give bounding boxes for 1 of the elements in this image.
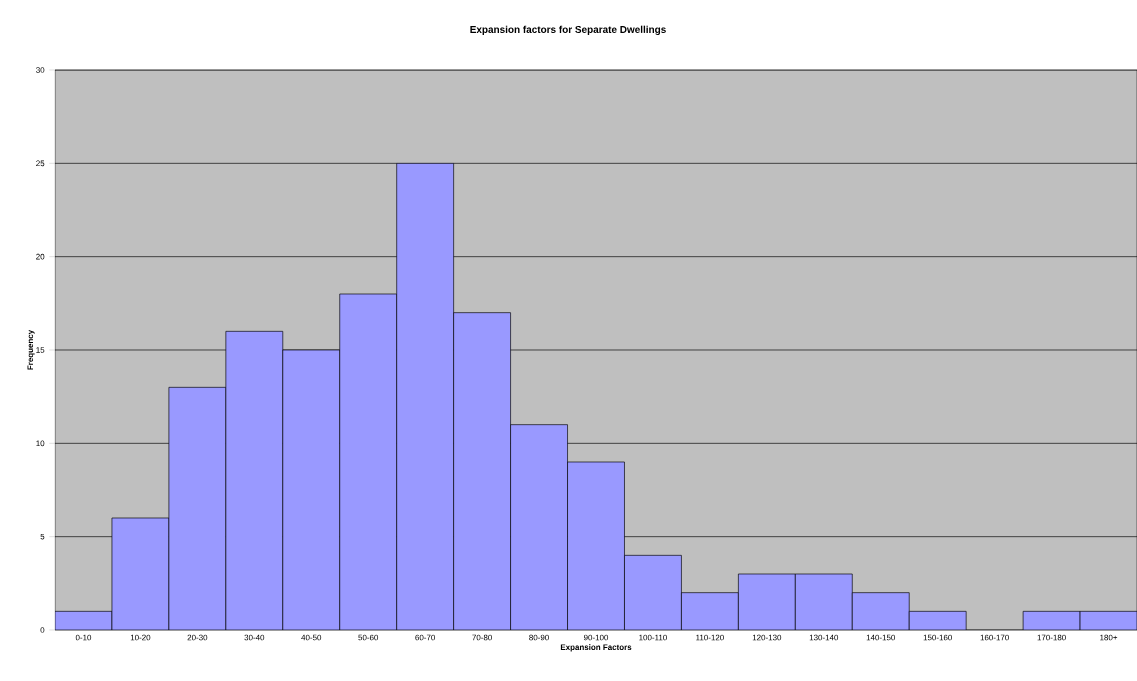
chart-title: Expansion factors for Separate Dwellings	[470, 25, 666, 35]
